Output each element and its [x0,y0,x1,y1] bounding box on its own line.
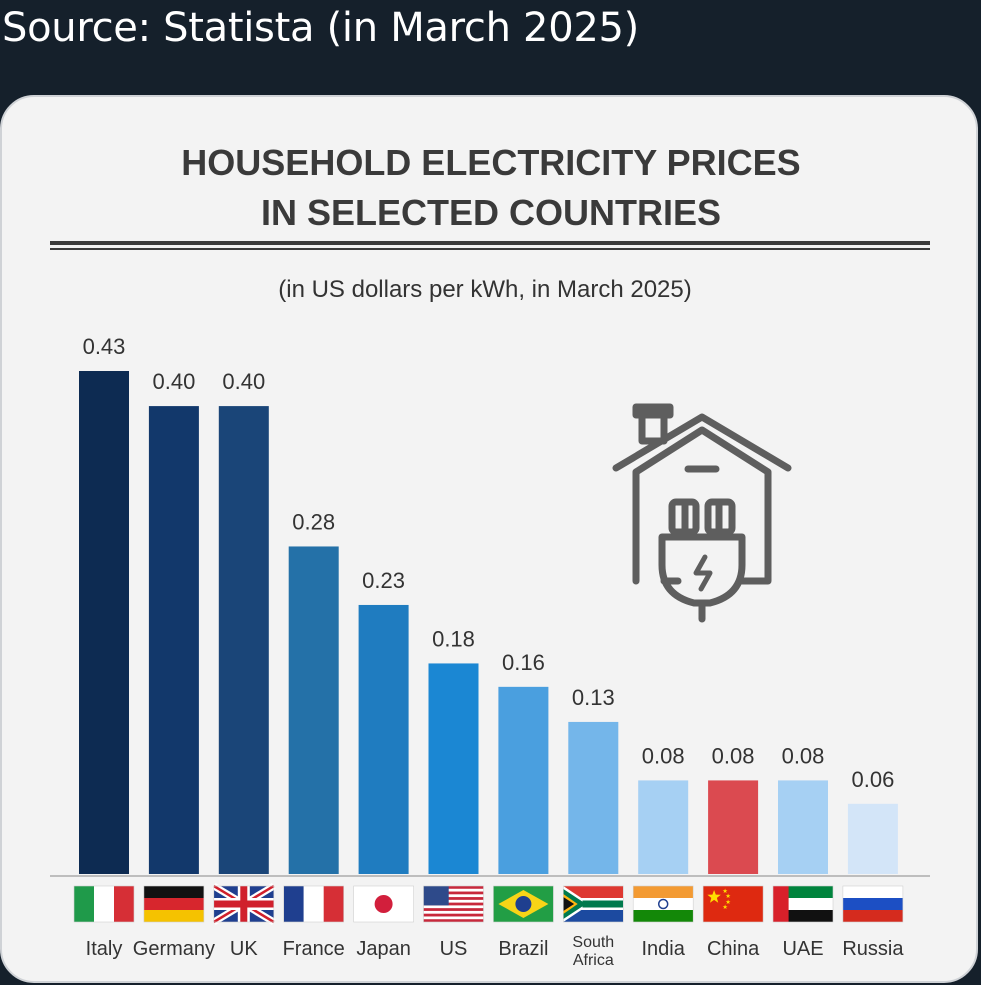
chart-subtitle-text: (in US dollars per kWh, in March 2025) [278,276,691,303]
bar-germany [148,406,199,874]
category-label: Germany [133,938,215,960]
category-label: Brazil [498,938,548,960]
value-label: 0.08 [712,743,755,768]
bar-japan [358,604,409,874]
value-label: 0.40 [152,369,195,394]
chart-title-line: HOUSEHOLD ELECTRICITY PRICES [181,142,800,183]
value-label: 0.13 [572,685,615,710]
house-plug-icon [612,403,792,623]
category-label: UAE [782,938,823,960]
value-label: 0.16 [502,650,545,675]
flag-russia-icon [842,885,904,923]
flag-japan-icon [353,885,414,923]
bar-china [708,780,759,874]
flags [73,882,904,926]
chart-subtitle: (in US dollars per kWh, in March 2025) [278,276,691,303]
chart-card: HOUSEHOLD ELECTRICITY PRICES IN SELECTED … [0,95,978,983]
chart-title-line: IN SELECTED COUNTRIES [261,192,721,233]
category-label: India [642,938,686,960]
value-label: 0.40 [222,369,265,394]
flag-brazil-icon [493,885,554,923]
flag-south-africa-icon [562,885,624,923]
source-caption: Source: Statista (in March 2025) [2,5,639,51]
category-label: Japan [356,938,411,960]
value-label: 0.43 [83,334,126,359]
bars [79,371,898,874]
category-label: Africa [573,952,614,969]
flag-italy-icon [73,885,135,923]
bar-india [638,780,689,874]
category-label: China [707,938,760,960]
bar-chart: HOUSEHOLD ELECTRICITY PRICES IN SELECTED … [50,142,930,969]
flag-india-icon [632,885,694,923]
flag-uae-icon [772,885,834,923]
bar-russia [847,803,898,874]
category-label: UK [230,938,258,960]
value-labels: 0.43 0.40 0.40 0.28 0.23 0.18 0.16 0.13 0.08 0.08… [83,334,895,792]
value-label: 0.06 [851,767,894,792]
value-label: 0.08 [782,743,825,768]
bar-uae [778,780,828,874]
flag-uk-icon [211,882,276,926]
flag-germany-icon [143,885,205,923]
bar-brazil [498,686,549,874]
value-label: 0.23 [362,568,405,593]
bar-france [288,546,339,874]
category-label: Italy [86,938,123,960]
bar-us [428,663,479,874]
bar-south-africa [568,721,619,874]
flag-france-icon [283,885,345,923]
bar-uk [218,406,269,874]
bar-italy [79,371,129,874]
chart-title: HOUSEHOLD ELECTRICITY PRICES IN SELECTED … [181,142,800,233]
category-label: US [440,938,468,960]
category-label: France [283,938,345,960]
title-underline [50,241,930,250]
category-label: South [572,934,614,951]
flag-us-icon [423,885,484,923]
value-label: 0.08 [642,743,685,768]
category-label: Russia [842,938,904,960]
value-label: 0.18 [432,626,475,651]
flag-china-icon [702,885,764,923]
value-label: 0.28 [292,509,335,534]
category-labels: Italy Germany UK France Japan US Brazil SouthAf… [86,934,905,969]
